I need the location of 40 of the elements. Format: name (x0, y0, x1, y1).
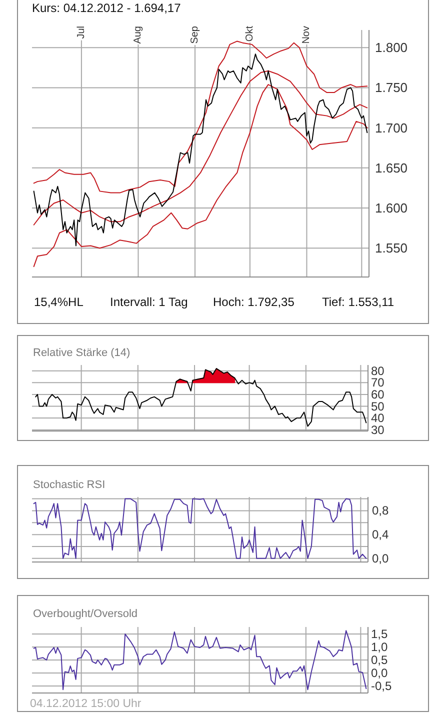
y-tick-label: 1,0 (371, 640, 388, 654)
line-series (33, 54, 368, 246)
x-tick-label: Jul (76, 26, 87, 39)
x-tick-label: Sep (190, 26, 201, 44)
y-tick-label: 1.550 (375, 240, 408, 256)
line-series (35, 368, 367, 427)
line-series (33, 70, 368, 226)
y-tick-label: 1.800 (375, 40, 408, 56)
text: 04.12.2012 15:00 Uhr (30, 698, 142, 710)
y-tick-label: 1.700 (375, 120, 408, 136)
y-tick-label: 80 (371, 364, 385, 378)
y-tick-label: 0,0 (371, 666, 388, 680)
y-tick-label: 1,5 (371, 627, 388, 642)
y-tick-label: 70 (371, 376, 385, 390)
y-tick-label: 1.750 (375, 80, 408, 96)
x-tick-label: Nov (301, 26, 312, 44)
line-series (33, 630, 367, 690)
y-tick-label: 0,5 (371, 653, 388, 667)
y-tick-label: 50 (371, 399, 385, 414)
text: 15,4%HL (34, 295, 84, 309)
x-tick-label: Aug (132, 26, 144, 44)
y-tick-label: 1.600 (375, 200, 408, 216)
line-series (33, 498, 367, 559)
y-tick-label: 40 (371, 411, 385, 426)
y-tick-label: 30 (371, 422, 385, 437)
y-tick-label: 60 (371, 387, 385, 402)
text: Intervall: 1 Tag (110, 295, 188, 309)
y-tick-label: 0,4 (372, 528, 390, 542)
x-tick-label: Okt (244, 26, 256, 42)
y-tick-label: 0,8 (372, 504, 390, 518)
y-tick-label: -0,5 (371, 678, 392, 693)
chart-title: Overbought/Oversold (33, 608, 138, 620)
y-tick-label: 0,0 (372, 551, 390, 566)
y-tick-label: 1.650 (375, 160, 408, 176)
line-series (33, 84, 368, 268)
chart-title: Stochastic RSI (33, 479, 106, 491)
chart-title: Relative Stärke (14) (33, 347, 130, 359)
text: Tief: 1.553,11 (322, 295, 394, 309)
text: Hoch: 1.792,35 (213, 295, 295, 309)
chart-title: Kurs: 04.12.2012 - 1.694,17 (32, 1, 182, 15)
